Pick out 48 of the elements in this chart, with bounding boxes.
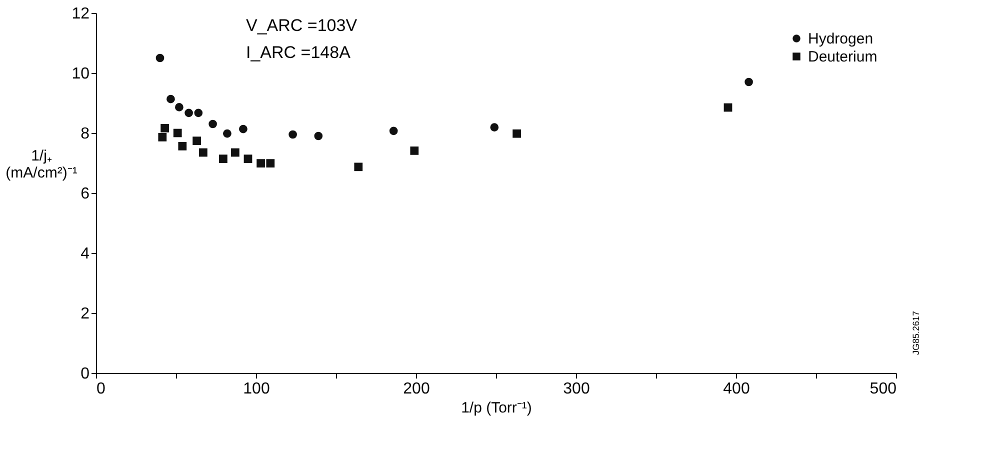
y-tick-label: 0 — [80, 366, 90, 382]
point — [354, 162, 363, 172]
point — [231, 148, 240, 157]
x-tick-label: 400 — [723, 380, 750, 398]
point — [219, 154, 228, 163]
point — [199, 148, 208, 157]
y-tick-label: 4 — [80, 246, 90, 262]
annotation: V_ARC =103V — [246, 16, 358, 35]
annotation: I_ARC =148A — [246, 43, 352, 62]
x-tick-label: 0 — [96, 380, 106, 398]
point — [724, 103, 732, 112]
point — [490, 123, 499, 132]
point — [192, 136, 201, 145]
point — [266, 159, 275, 168]
x-tick-label: 500 — [870, 380, 897, 398]
y-tick-label: 12 — [72, 6, 90, 22]
x-axis-title: 1/p (Torr⁻¹) — [461, 400, 532, 416]
point — [410, 146, 419, 155]
point — [173, 128, 182, 138]
x-tick-label: 100 — [243, 380, 270, 398]
point — [744, 78, 753, 86]
point — [166, 94, 175, 104]
y-tick-label: 10 — [72, 66, 90, 82]
point — [175, 103, 184, 112]
legend-label: Hydrogen — [808, 30, 874, 48]
point — [160, 124, 169, 132]
y-tick-label: 2 — [80, 306, 90, 322]
point — [223, 129, 232, 138]
x-tick-label: 200 — [403, 380, 430, 398]
point — [389, 126, 398, 136]
y-tick-label: 8 — [80, 126, 90, 142]
point — [194, 108, 203, 118]
point — [239, 124, 248, 134]
point — [184, 108, 193, 118]
point — [512, 129, 521, 138]
point — [208, 120, 217, 128]
point — [178, 142, 187, 150]
point — [314, 132, 323, 140]
point — [256, 159, 265, 168]
point — [156, 54, 164, 62]
point — [158, 133, 167, 142]
text: JG85.2617 — [911, 310, 921, 356]
y-axis-title: 1/j₊ (mA/cm²)⁻¹ — [6, 148, 78, 182]
legend-label: Deuterium — [808, 48, 878, 66]
point — [288, 130, 297, 139]
y-tick-label: 6 — [80, 186, 90, 202]
point — [244, 154, 252, 163]
x-tick-label: 300 — [563, 380, 590, 398]
